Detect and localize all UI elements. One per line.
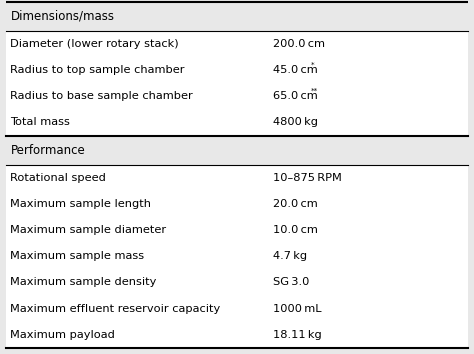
Text: 200.0 cm: 200.0 cm [273,39,325,49]
Text: Maximum sample length: Maximum sample length [10,199,151,209]
Text: Maximum sample diameter: Maximum sample diameter [10,225,166,235]
Text: Dimensions/mass: Dimensions/mass [10,10,114,23]
Text: Diameter (lower rotary stack): Diameter (lower rotary stack) [10,39,179,49]
Text: 20.0 cm: 20.0 cm [273,199,317,209]
Text: 65.0 cm: 65.0 cm [273,91,317,101]
Text: Maximum effluent reservoir capacity: Maximum effluent reservoir capacity [10,304,221,314]
Text: Rotational speed: Rotational speed [10,173,106,183]
Bar [6,31,468,136]
Text: 10.0 cm: 10.0 cm [273,225,318,235]
Text: **: ** [311,87,318,93]
Text: *: * [311,61,314,67]
Text: 18.11 kg: 18.11 kg [273,330,321,340]
Bar [6,165,468,348]
Text: Maximum sample density: Maximum sample density [10,278,157,287]
Text: Maximum payload: Maximum payload [10,330,115,340]
Text: 4.7 kg: 4.7 kg [273,251,307,261]
Bar [6,2,468,31]
Text: Total mass: Total mass [10,118,70,127]
Text: Maximum sample mass: Maximum sample mass [10,251,145,261]
Text: 1000 mL: 1000 mL [273,304,321,314]
Text: 10–875 RPM: 10–875 RPM [273,173,341,183]
Text: 45.0 cm: 45.0 cm [273,65,317,75]
Text: Performance: Performance [10,144,85,156]
Bar [6,136,468,165]
Text: 4800 kg: 4800 kg [273,118,318,127]
Text: SG 3.0: SG 3.0 [273,278,309,287]
Text: Radius to top sample chamber: Radius to top sample chamber [10,65,185,75]
Text: Radius to base sample chamber: Radius to base sample chamber [10,91,193,101]
